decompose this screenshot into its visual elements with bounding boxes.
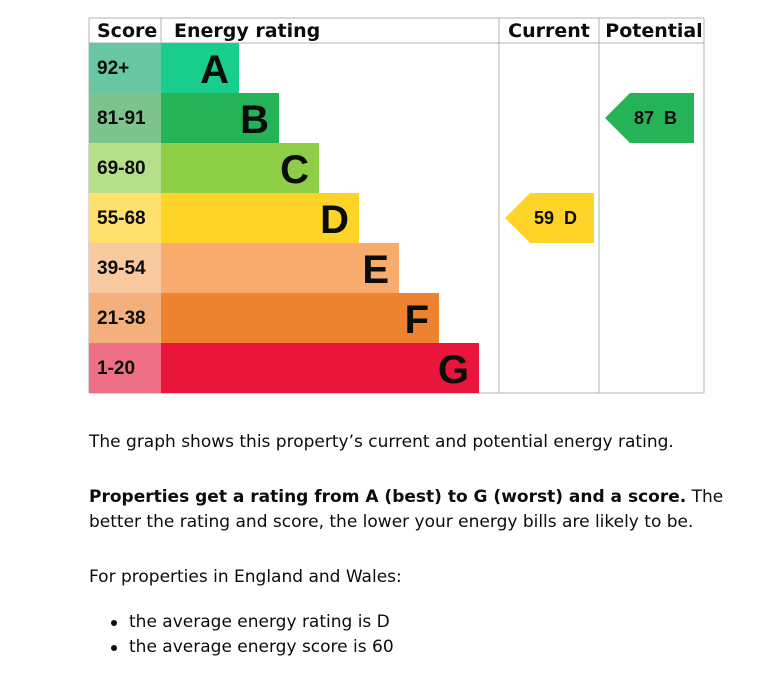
rating-bar-g <box>161 343 479 393</box>
rating-bands: 92+ A 81-91 B 69-80 C 55-68 D 39-54 E 21-38 F 1-20 G <box>89 43 479 393</box>
graph-description: The graph shows this property’s current … <box>89 430 729 455</box>
score-cell-e <box>89 243 161 293</box>
rating-letter-g: G <box>438 348 469 392</box>
current-arrow <box>505 193 594 243</box>
score-label-b: 81-91 <box>97 108 146 129</box>
rating-arrows: 59 D 87 B <box>505 93 694 243</box>
rating-letter-a: A <box>200 48 229 92</box>
rating-letter-c: C <box>280 148 309 192</box>
average-rating-item: the average energy rating is D <box>89 610 394 635</box>
score-label-f: 21-38 <box>97 308 146 329</box>
header-score: Score <box>97 20 157 42</box>
average-list: the average energy rating is D the avera… <box>89 610 394 660</box>
score-label-e: 39-54 <box>97 258 146 279</box>
score-cell-b <box>89 93 161 143</box>
rating-letter-b: B <box>240 98 269 142</box>
score-cell-c <box>89 143 161 193</box>
graph-description-text: The graph shows this property’s current … <box>89 432 674 452</box>
england-wales-intro: For properties in England and Wales: <box>89 565 729 590</box>
score-label-g: 1-20 <box>97 358 135 379</box>
potential-arrow <box>605 93 694 143</box>
score-cell-f <box>89 293 161 343</box>
rating-letter-f: F <box>405 298 429 342</box>
potential-arrow-label: 87 B <box>634 108 677 128</box>
rating-bar-c <box>161 143 319 193</box>
rating-explanation-rest: The better the rating and score, the low… <box>89 487 724 532</box>
rating-bar-e <box>161 243 399 293</box>
score-label-d: 55-68 <box>97 208 146 229</box>
score-label-a: 92+ <box>97 58 129 79</box>
rating-explanation: Properties get a rating from A (best) to… <box>89 485 729 535</box>
rating-explanation-bold: Properties get a rating from A (best) to… <box>89 487 687 507</box>
rating-bar-d <box>161 193 359 243</box>
score-cell-d <box>89 193 161 243</box>
epc-chart: Score Energy rating Current Potential 92… <box>88 17 705 394</box>
current-arrow-label: 59 D <box>534 208 577 228</box>
england-wales-intro-text: For properties in England and Wales: <box>89 567 402 587</box>
rating-bar-b <box>161 93 279 143</box>
header-energy-rating: Energy rating <box>174 20 320 42</box>
rating-bar-f <box>161 293 439 343</box>
score-cell-a <box>89 43 161 93</box>
rating-bar-a <box>161 43 239 93</box>
average-score-item: the average energy score is 60 <box>89 635 394 660</box>
score-label-c: 69-80 <box>97 158 146 179</box>
header-potential: Potential <box>605 20 702 42</box>
rating-letter-e: E <box>362 248 389 292</box>
header-current: Current <box>508 20 590 42</box>
score-cell-g <box>89 343 161 393</box>
rating-letter-d: D <box>320 198 349 242</box>
